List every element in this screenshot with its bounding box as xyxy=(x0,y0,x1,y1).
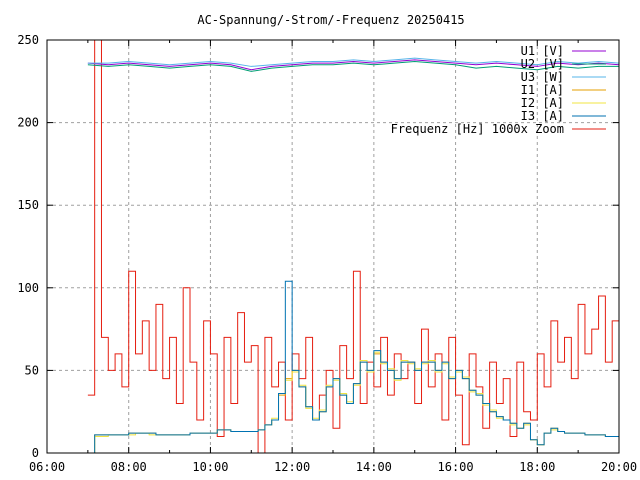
chart-title: AC-Spannung/-Strom/-Frequenz 20250415 xyxy=(197,13,464,27)
legend-label: I3 [A] xyxy=(521,109,564,123)
series-line-i3 xyxy=(87,280,619,454)
legend-label: I2 [A] xyxy=(521,96,564,110)
y-tick-label: 100 xyxy=(17,281,39,295)
legend-label: I1 [A] xyxy=(521,83,564,97)
series-line-u1 xyxy=(87,59,620,71)
series-line-u3 xyxy=(87,57,620,67)
x-tick-label: 12:00 xyxy=(274,460,310,474)
y-tick-label: 0 xyxy=(32,446,39,460)
x-tick-label: 14:00 xyxy=(356,460,392,474)
ticks: 0 50 100 150 200 250 06:00 08:00 10:00 12:00 14:00… xyxy=(17,33,637,474)
y-tick-label: 250 xyxy=(17,33,39,47)
x-tick-label: 16:00 xyxy=(438,460,474,474)
y-tick-label: 150 xyxy=(17,198,39,212)
x-tick-label: 20:00 xyxy=(601,460,637,474)
x-tick-label: 18:00 xyxy=(519,460,555,474)
legend-label: U2 [V] xyxy=(521,57,564,71)
legend-label: Frequenz [Hz] 1000x Zoom xyxy=(391,122,564,136)
legend-label: U3 [W] xyxy=(521,70,564,84)
legend: U1 [V]U2 [V]U3 [W]I1 [A]I2 [A]I3 [A]Freq… xyxy=(391,44,606,136)
y-tick-label: 200 xyxy=(17,116,39,130)
series-group xyxy=(87,39,620,454)
series-line-frequenz xyxy=(87,39,620,454)
series-line-u2 xyxy=(87,60,619,72)
x-tick-label: 08:00 xyxy=(111,460,147,474)
y-tick-label: 50 xyxy=(25,363,39,377)
x-tick-label: 10:00 xyxy=(192,460,228,474)
x-tick-label: 06:00 xyxy=(29,460,65,474)
legend-label: U1 [V] xyxy=(521,44,564,58)
